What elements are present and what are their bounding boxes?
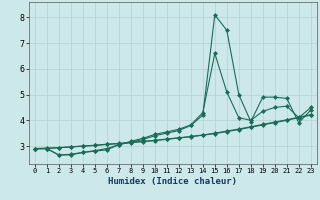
X-axis label: Humidex (Indice chaleur): Humidex (Indice chaleur) (108, 177, 237, 186)
